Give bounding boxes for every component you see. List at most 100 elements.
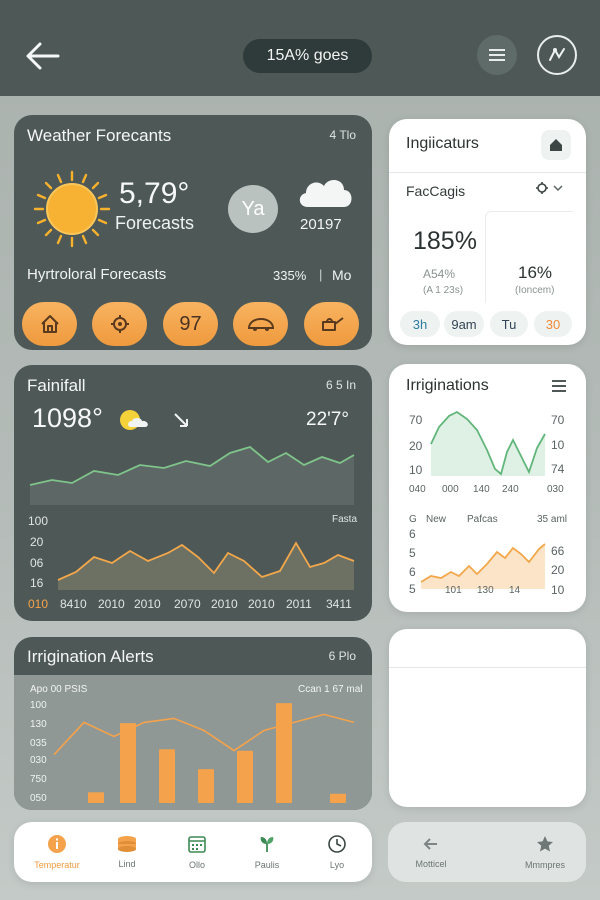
info-badge-icon bbox=[48, 835, 66, 853]
irrigations-green-line bbox=[430, 410, 546, 476]
back-button[interactable] bbox=[22, 38, 64, 74]
indicators-title: Ingiicaturs bbox=[406, 135, 479, 152]
alerts-line bbox=[53, 713, 355, 756]
irrigations-title: Irriginations bbox=[406, 377, 489, 394]
house-icon bbox=[40, 315, 59, 333]
wind-arrow-icon bbox=[174, 413, 188, 427]
vehicle-action-button[interactable] bbox=[233, 302, 288, 346]
irrigations-orange-area bbox=[421, 544, 545, 589]
nav-label-mmmpres: Mmmpres bbox=[525, 860, 565, 870]
indicators-home-button[interactable] bbox=[541, 130, 571, 160]
chip-9am[interactable]: 9am bbox=[444, 311, 484, 337]
nav-label-motticel: Motticel bbox=[415, 859, 447, 869]
rainfall-green-area bbox=[30, 447, 354, 505]
alerts-top-right: Ccan 1 67 mal bbox=[298, 684, 363, 695]
nav-item-mmmpres[interactable]: Mmmpres bbox=[514, 822, 576, 882]
chip-30[interactable]: 30 bbox=[534, 311, 572, 337]
gear-icon bbox=[536, 182, 548, 194]
irrigations-y-bottom-right-2: 10 bbox=[551, 583, 565, 597]
rainfall-x-label-0: 8410 bbox=[60, 597, 87, 611]
rainfall-chart bbox=[29, 445, 355, 590]
nav-item-paulis[interactable]: Paulis bbox=[237, 822, 297, 882]
status-pill[interactable]: 15A% goes bbox=[243, 39, 372, 73]
irrigations-x-top-3: 240 bbox=[502, 484, 519, 495]
indicators-main-value: 185% bbox=[413, 227, 477, 255]
list-icon bbox=[489, 49, 505, 61]
rainfall-x-label-1: 2010 bbox=[98, 597, 125, 611]
nav-label-paulis: Paulis bbox=[254, 860, 280, 870]
alerts-y-label-4: 750 bbox=[30, 774, 47, 785]
irrigations-y-right-0: 70 bbox=[551, 413, 565, 427]
cloud-value: 20197 bbox=[300, 216, 342, 233]
alerts-y-label-3: 030 bbox=[30, 755, 47, 766]
irrigation-alerts-card: Irrigination Alerts 6 Plo Apo 00 PSIS Cc… bbox=[14, 637, 372, 810]
nav-item-lyo[interactable]: Lyo bbox=[307, 822, 367, 882]
indicators-main-sub: A54% bbox=[423, 267, 456, 281]
cloud-icon bbox=[299, 180, 352, 207]
side-nav: Motticel Mmmpres bbox=[388, 822, 586, 882]
settings-action-button[interactable] bbox=[92, 302, 147, 346]
rainfall-x-label-7: 3411 bbox=[326, 597, 352, 611]
map-button[interactable] bbox=[537, 35, 577, 75]
menu-button[interactable] bbox=[477, 35, 517, 75]
nav-item-motticel[interactable]: Motticel bbox=[400, 822, 462, 882]
chip-tu[interactable]: Tu bbox=[490, 311, 528, 337]
status-pill-text: 15A% goes bbox=[266, 47, 349, 64]
nav-item-ollo[interactable]: Ollo bbox=[167, 822, 227, 882]
chip-3h[interactable]: 3h bbox=[400, 311, 440, 337]
irrigations-y-bottom-0: 6 bbox=[409, 527, 416, 541]
stack-icon bbox=[118, 836, 136, 852]
irrigations-y-top-1: 20 bbox=[409, 439, 423, 453]
irrigations-x-top-4: 030 bbox=[547, 484, 564, 495]
value-action-button[interactable]: 97 bbox=[163, 302, 218, 346]
rainfall-title: Fainifall bbox=[27, 376, 86, 395]
weather-badge[interactable]: Ya bbox=[228, 185, 278, 233]
chevron-down-icon bbox=[553, 185, 563, 192]
rainfall-y-label-3: 16 bbox=[30, 576, 44, 590]
partly-sunny-icon bbox=[120, 410, 148, 430]
forecast-subtitle: Hyrtroloral Forecasts bbox=[27, 266, 167, 283]
clock-icon bbox=[328, 835, 346, 853]
alerts-y-label-2: 035 bbox=[30, 738, 47, 749]
current-temperature: 5,79° bbox=[119, 177, 190, 210]
indicators-chart-area bbox=[485, 211, 573, 303]
nav-item-temperature[interactable]: Temperatur bbox=[27, 822, 87, 882]
watering-action-button[interactable] bbox=[304, 302, 359, 346]
nav-label-lyo: Lyo bbox=[329, 860, 345, 870]
car-icon bbox=[247, 317, 274, 331]
alerts-y-label-0: 100 bbox=[30, 700, 47, 711]
irrigations-chart bbox=[420, 410, 546, 589]
home-action-button[interactable] bbox=[22, 302, 77, 346]
rainfall-x-label-6: 2011 bbox=[286, 597, 312, 611]
irrigations-x-bottom-1: 130 bbox=[477, 585, 494, 596]
watering-can-icon bbox=[321, 317, 344, 331]
irrigations-mid-label-2: Pafcas bbox=[467, 514, 498, 525]
alerts-bar bbox=[276, 703, 292, 803]
rainfall-legend: Fasta bbox=[332, 514, 358, 525]
nav-item-lind[interactable]: Lind bbox=[97, 822, 157, 882]
irrigations-x-bottom-2: 14 bbox=[509, 585, 521, 596]
irrigations-card: Irriginations 70 20 10 70 10 74 040 000 … bbox=[389, 364, 586, 612]
rainfall-orange-line bbox=[57, 541, 355, 581]
alerts-bar bbox=[237, 750, 253, 803]
irrigations-y-right-2: 74 bbox=[551, 462, 565, 476]
alerts-bar bbox=[198, 769, 214, 803]
chip-9am-label: 9am bbox=[451, 316, 477, 332]
nav-label-temperature: Temperatur bbox=[34, 860, 80, 870]
irrigations-mid-label-1: New bbox=[426, 514, 447, 525]
irrigations-y-top-2: 10 bbox=[409, 463, 423, 477]
rainfall-x-label-3: 2070 bbox=[174, 597, 201, 611]
irrigations-y-bottom-3: 5 bbox=[409, 582, 416, 596]
irrigations-mid-label-3: 35 aml bbox=[537, 514, 568, 525]
rainfall-y-label-0: 100 bbox=[28, 514, 49, 528]
indicators-settings-button[interactable] bbox=[535, 181, 563, 195]
rainfall-orange-area bbox=[58, 543, 354, 590]
irrigations-orange-line bbox=[420, 543, 546, 583]
rainfall-temp-left: 1098° bbox=[32, 403, 103, 433]
irrigations-menu-button[interactable] bbox=[550, 378, 568, 394]
rainfall-y-label-4: 010 bbox=[28, 597, 49, 611]
irrigations-y-top-0: 70 bbox=[409, 413, 423, 427]
alerts-chart-panel bbox=[14, 675, 372, 810]
alerts-bar-chart bbox=[53, 703, 355, 803]
nav-label-lind: Lind bbox=[118, 859, 136, 869]
